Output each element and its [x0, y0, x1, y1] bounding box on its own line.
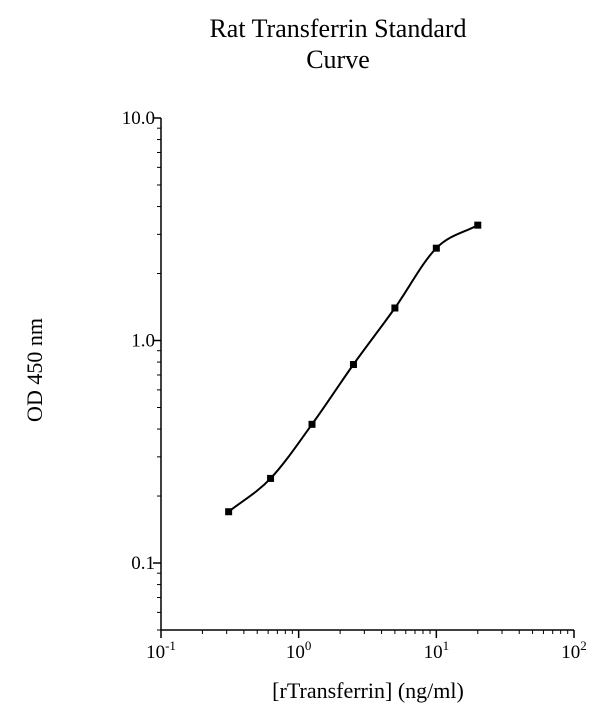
chart-title: Rat Transferrin Standard Curve — [209, 14, 466, 74]
x-tick-label-base: 10 — [286, 642, 305, 663]
chart-title-line-1: Rat Transferrin Standard — [209, 14, 466, 43]
y-tick-label: 10.0 — [122, 108, 155, 129]
data-point — [349, 361, 357, 369]
x-tick-label: 10-1 — [146, 638, 176, 663]
x-tick-label: 102 — [561, 638, 587, 663]
x-tick-label-base: 10 — [424, 642, 443, 663]
data-point — [267, 474, 275, 482]
data-point — [432, 244, 440, 252]
y-tick-label: 0.1 — [131, 553, 155, 574]
x-tick-label-exponent: -1 — [165, 638, 176, 653]
data-point — [391, 304, 399, 312]
x-tick-label: 101 — [424, 638, 450, 663]
y-axis-ticks: 0.1 1.0 10.0 — [122, 108, 161, 631]
y-tick-label: 1.0 — [131, 331, 155, 352]
series-markers — [225, 221, 482, 516]
chart-title-line-2: Curve — [306, 45, 370, 74]
x-axis-ticks: 10-1 100 101 102 — [146, 630, 587, 663]
y-axis-label: OD 450 nm — [22, 318, 47, 422]
x-axis-label: [rTransferrin] (ng/ml) — [272, 678, 464, 703]
x-tick-label-exponent: 1 — [443, 638, 450, 653]
data-point — [474, 221, 482, 229]
x-tick-label-base: 10 — [146, 642, 165, 663]
x-tick-label: 100 — [286, 638, 312, 663]
data-point — [308, 420, 316, 428]
x-tick-label-exponent: 2 — [580, 638, 587, 653]
x-tick-label-base: 10 — [561, 642, 580, 663]
x-tick-label-exponent: 0 — [305, 638, 312, 653]
axes — [160, 118, 574, 631]
series-curve — [227, 224, 479, 513]
data-point — [225, 508, 233, 516]
